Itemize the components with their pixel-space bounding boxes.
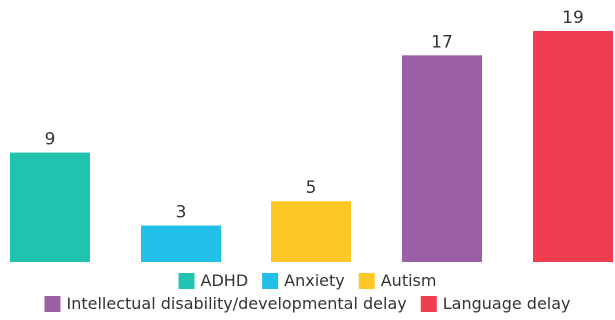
legend-label-adhd: ADHD	[201, 271, 249, 290]
legend-item-language-delay: Language delay	[420, 294, 571, 313]
bar-anxiety	[141, 225, 221, 262]
data-label-intellectual-disability-developmental-delay: 17	[431, 32, 453, 52]
legend: ADHD Anxiety Autism Intellectual disability…	[44, 271, 571, 313]
legend-swatch-language-delay	[420, 296, 437, 312]
data-label-language-delay: 19	[562, 8, 584, 28]
data-label-autism: 5	[306, 178, 317, 198]
legend-label-autism: Autism	[381, 271, 437, 290]
legend-swatch-autism	[358, 273, 375, 289]
bar-adhd	[10, 152, 90, 262]
legend-item-adhd: ADHD	[178, 271, 249, 290]
legend-label-language-delay: Language delay	[443, 294, 571, 313]
legend-item-anxiety: Anxiety	[262, 271, 345, 290]
bars-group	[10, 31, 613, 262]
legend-swatch-intellectual-disability-developmental-delay	[44, 296, 61, 312]
legend-item-autism: Autism	[358, 271, 437, 290]
legend-row-1: ADHD Anxiety Autism	[178, 271, 437, 290]
data-label-adhd: 9	[45, 130, 56, 150]
data-labels-group: 9 3 5 17 19	[45, 8, 584, 223]
bar-autism	[271, 201, 351, 262]
legend-label-anxiety: Anxiety	[284, 271, 345, 290]
data-label-anxiety: 3	[176, 203, 187, 223]
bar-language-delay	[533, 31, 613, 262]
legend-swatch-anxiety	[262, 273, 279, 289]
bar-intellectual-disability-developmental-delay	[402, 55, 482, 262]
legend-row-2: Intellectual disability/developmental de…	[44, 294, 571, 313]
legend-label-intellectual-disability-developmental-delay: Intellectual disability/developmental de…	[67, 294, 407, 313]
legend-item-intellectual-disability-developmental-delay: Intellectual disability/developmental de…	[44, 294, 407, 313]
legend-swatch-adhd	[178, 273, 195, 289]
